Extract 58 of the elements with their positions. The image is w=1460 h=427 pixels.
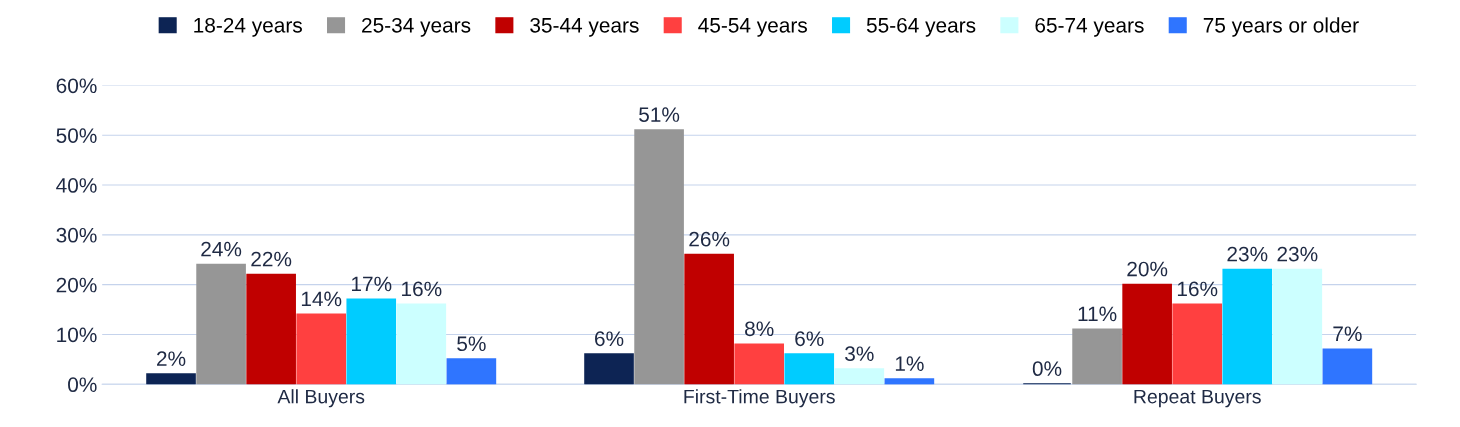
bar (1222, 268, 1273, 385)
data-label: 26% (689, 231, 730, 247)
bar (1172, 303, 1223, 385)
data-label: 16% (402, 281, 442, 297)
legend-label: 75 years or older (1203, 17, 1359, 37)
data-label: 5% (457, 336, 486, 352)
bar (246, 273, 296, 385)
data-label: 16% (1177, 281, 1218, 297)
legend-label: 65-74 years (1035, 17, 1144, 37)
data-label: 7% (1333, 326, 1362, 342)
legend-label: 25-34 years (362, 17, 471, 37)
bar (346, 298, 397, 385)
data-label: 24% (201, 241, 242, 257)
bar (634, 129, 684, 385)
bar (1322, 348, 1373, 385)
y-tick-label: 10% (57, 327, 97, 343)
bar (884, 378, 935, 385)
data-label: 0% (1032, 361, 1062, 377)
legend-label: 55-64 years (866, 17, 976, 37)
data-label: 8% (745, 321, 774, 337)
bar (834, 368, 885, 385)
data-label: 11% (1078, 306, 1117, 322)
y-tick-label: 40% (56, 178, 97, 193)
y-tick-label: 50% (56, 128, 97, 143)
data-label: 1% (895, 356, 924, 371)
data-label: 22% (251, 251, 292, 267)
legend-label: 35-44 years (530, 17, 639, 37)
bar (1072, 328, 1122, 385)
y-tick-label: 30% (56, 227, 97, 243)
x-tick-label: First-Time Buyers (684, 389, 835, 408)
y-tick-label: 0% (68, 377, 97, 393)
bar (446, 358, 497, 385)
data-label: 51% (639, 107, 680, 122)
legend-label: 18-24 years (194, 17, 302, 37)
bar (784, 353, 835, 385)
bar (396, 303, 447, 385)
y-tick-label: 60% (56, 78, 97, 94)
data-label: 6% (595, 331, 624, 347)
bar (684, 253, 734, 385)
data-label: 23% (1227, 246, 1268, 262)
x-tick-label: Repeat Buyers (1134, 389, 1261, 408)
bar (584, 353, 634, 385)
bar (146, 373, 196, 385)
bar (196, 263, 246, 385)
bar (1122, 283, 1172, 385)
data-label: 2% (157, 351, 186, 366)
y-tick-label: 20% (56, 277, 97, 293)
bar (1272, 268, 1323, 385)
data-label: 20% (1127, 261, 1168, 277)
data-label: 3% (845, 346, 874, 362)
bar (734, 343, 785, 385)
data-label: 17% (352, 276, 392, 292)
legend-label: 45-54 years (698, 18, 807, 37)
data-label: 6% (795, 331, 824, 347)
x-tick-label: All Buyers (277, 389, 365, 408)
data-label: 14% (301, 291, 342, 307)
data-label: 23% (1277, 246, 1318, 262)
bar (296, 313, 347, 385)
